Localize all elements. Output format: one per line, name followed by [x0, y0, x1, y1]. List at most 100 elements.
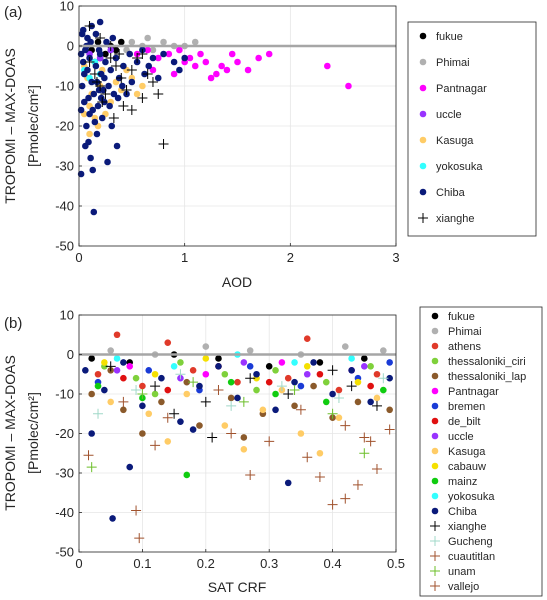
data-point [137, 93, 148, 103]
data-point [93, 408, 104, 419]
data-point [253, 386, 260, 394]
data-point [284, 374, 292, 382]
data-point [97, 97, 108, 107]
data-point [196, 382, 203, 390]
x-tick-label: 0 [75, 250, 82, 265]
panel-a-legend: fukue Phimai Pantnagar uccle Kasuga yokosuka C… [407, 21, 537, 237]
data-point [322, 378, 330, 386]
data-point [246, 363, 254, 370]
data-point [207, 74, 215, 82]
data-point [144, 34, 151, 42]
legend-item-yokosuka: yokosuka [419, 161, 483, 173]
data-point [110, 90, 118, 98]
data-point [265, 50, 273, 58]
legend-item-phimai: Phimai [431, 326, 482, 338]
data-point [102, 50, 109, 58]
legend-label: yokosuka [448, 491, 495, 503]
legend-box [419, 306, 543, 597]
series-xianghe [84, 21, 169, 149]
series-cuautitlan [118, 385, 376, 480]
data-point [105, 361, 116, 372]
series-pantnagar [133, 46, 352, 90]
data-point [359, 432, 370, 443]
data-point [177, 418, 184, 425]
data-point [170, 58, 178, 66]
data-point [367, 398, 374, 406]
legend-item-fukue: fukue [431, 311, 475, 323]
y-tick-label: 0 [67, 347, 74, 362]
data-point [333, 392, 344, 403]
data-point [80, 70, 88, 78]
data-point [160, 38, 167, 46]
data-point [386, 406, 393, 414]
data-point [175, 369, 186, 380]
data-point [89, 166, 97, 174]
y-tick-label: -20 [55, 426, 74, 441]
legend-label: mainz [448, 476, 477, 488]
data-point [77, 170, 85, 178]
data-point [139, 402, 146, 410]
legend-marker [431, 462, 439, 470]
legend-marker [431, 357, 439, 365]
data-point [108, 113, 119, 123]
x-tick-label: 3 [392, 250, 399, 265]
data-point [162, 412, 173, 423]
legend-marker [430, 566, 440, 576]
y-tick-label: -10 [55, 387, 74, 402]
data-point [118, 101, 129, 111]
data-point [170, 363, 178, 370]
legend-item-unam: unam [430, 566, 476, 578]
data-point [259, 406, 267, 414]
data-point [303, 363, 311, 370]
legend-item-cabauw: cabauw [431, 461, 486, 473]
legend-label: cuautitlan [448, 551, 495, 563]
series-uccle [113, 359, 368, 382]
x-tick-label: 0.5 [387, 556, 405, 571]
data-point [88, 355, 95, 362]
data-point [126, 65, 137, 75]
data-point [189, 426, 197, 433]
data-point [354, 398, 362, 406]
data-point [151, 370, 159, 378]
data-point [316, 359, 324, 366]
data-point [77, 106, 85, 114]
legend-item-pantnagar: Pantnagar [419, 83, 487, 95]
legend-marker [430, 521, 440, 531]
data-point [228, 50, 236, 58]
data-point [240, 434, 248, 441]
legend-marker [418, 213, 428, 223]
panel-b-label: (b) [4, 315, 22, 332]
data-point [79, 58, 87, 66]
legend-label: Pantnagar [448, 386, 499, 398]
panel-a-x-axis-label: AOD [222, 274, 252, 290]
data-point [202, 370, 210, 378]
data-point [90, 90, 98, 98]
data-point [272, 406, 279, 414]
data-point [272, 367, 279, 374]
legend-marker [431, 477, 439, 485]
legend-item-mainz: mainz [431, 476, 477, 488]
data-point [380, 347, 387, 354]
data-point [297, 430, 305, 437]
y-tick-label: -10 [55, 79, 74, 94]
data-point [120, 62, 127, 70]
data-point [183, 378, 191, 386]
data-point [234, 58, 241, 66]
data-point [131, 505, 142, 516]
data-point [83, 450, 94, 461]
data-point [97, 70, 105, 78]
data-point [82, 142, 89, 150]
data-point [348, 367, 355, 374]
data-point [132, 53, 143, 63]
legend-marker [419, 188, 427, 196]
x-tick-label: 0.4 [324, 556, 342, 571]
data-point [245, 373, 256, 384]
data-point [169, 408, 180, 419]
data-point [164, 386, 172, 394]
legend-item-phimai: Phimai [419, 57, 470, 69]
legend-label: Chiba [436, 187, 466, 199]
legend-marker [431, 312, 439, 320]
data-point [213, 385, 224, 396]
data-point [88, 78, 95, 86]
legend-label: Gucheng [448, 536, 493, 548]
